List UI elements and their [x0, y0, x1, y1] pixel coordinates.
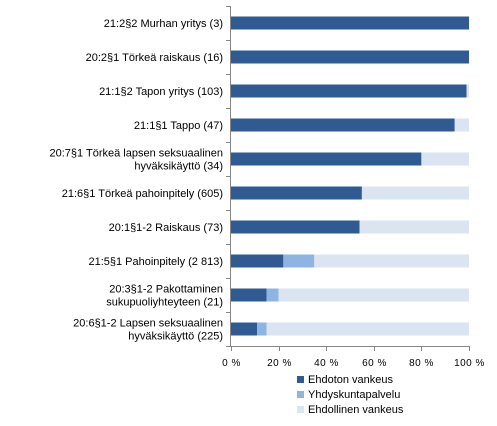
x-axis-ticks: 0 % 20 % 40 % 60 % 80 % 100 %	[222, 346, 485, 369]
legend-label: Ehdollinen vankeus	[308, 404, 404, 416]
bar-segment-1-row-9	[231, 288, 267, 302]
category-label: 20:7§1 Törkeä lapsen seksuaalinen	[50, 148, 223, 160]
category-label: 20:2§1 Törkeä raiskaus (16)	[86, 52, 223, 64]
bar-segment-1-row-4	[231, 118, 455, 132]
x-tick-label: 40 %	[314, 358, 339, 369]
bars-layer	[231, 16, 469, 336]
bar-segment-3-row-8	[314, 254, 469, 268]
legend-swatch	[297, 391, 304, 398]
legend-label: Yhdyskuntapalvelu	[308, 389, 400, 401]
bar-segment-3-row-4	[454, 118, 469, 132]
legend-label: Ehdoton vankeus	[308, 374, 394, 386]
category-label: 20:1§1-2 Raiskaus (73)	[109, 222, 223, 234]
bar-segment-2-row-8	[283, 254, 315, 268]
bar-segment-3-row-5	[421, 152, 469, 166]
bar-segment-3-row-3	[466, 84, 469, 98]
category-label: 21:5§1 Pahoinpitely (2 813)	[88, 256, 223, 268]
bar-segment-1-row-6	[231, 186, 362, 200]
bar-segment-1-row-1	[231, 16, 469, 30]
bar-segment-3-row-6	[361, 186, 469, 200]
bar-segment-2-row-10	[257, 322, 267, 336]
x-tick-label: 80 %	[409, 358, 434, 369]
bar-segment-2-row-9	[266, 288, 279, 302]
category-label: sukupuoliyhteyteen (21)	[106, 297, 223, 309]
bar-segment-1-row-2	[231, 50, 469, 64]
category-label: 20:6§1-2 Lapsen seksuaalinen	[73, 318, 223, 330]
bar-segment-1-row-10	[231, 322, 258, 336]
legend: Ehdoton vankeus Yhdyskuntapalvelu Ehdollin…	[297, 374, 404, 416]
legend-swatch	[297, 376, 304, 383]
bar-segment-3-row-7	[359, 220, 469, 234]
bar-segment-1-row-5	[231, 152, 422, 166]
bar-segment-1-row-3	[231, 84, 467, 98]
legend-swatch	[297, 406, 304, 413]
x-tick-label: 100 %	[454, 358, 485, 369]
bar-segment-1-row-7	[231, 220, 360, 234]
bar-segment-1-row-8	[231, 254, 284, 268]
category-label: 20:3§1-2 Pakottaminen	[109, 284, 223, 296]
bar-segment-3-row-10	[266, 322, 469, 336]
category-label: hyväksikäyttö (225)	[128, 331, 223, 343]
x-tick-label: 20 %	[267, 358, 292, 369]
bar-segment-3-row-9	[278, 288, 469, 302]
category-label: 21:2§2 Murhan yritys (3)	[104, 18, 223, 30]
category-label: 21:1§2 Tapon yritys (103)	[99, 86, 223, 98]
category-label: 21:1§1 Tappo (47)	[134, 120, 223, 132]
x-tick-label: 0 %	[222, 358, 241, 369]
category-label: hyväksikäyttö (34)	[134, 161, 223, 173]
x-tick-label: 60 %	[362, 358, 387, 369]
category-label: 21:6§1 Törkeä pahoinpitely (605)	[62, 188, 223, 200]
category-labels: 21:2§2 Murhan yritys (3) 20:2§1 Törkeä ra…	[50, 6, 231, 347]
